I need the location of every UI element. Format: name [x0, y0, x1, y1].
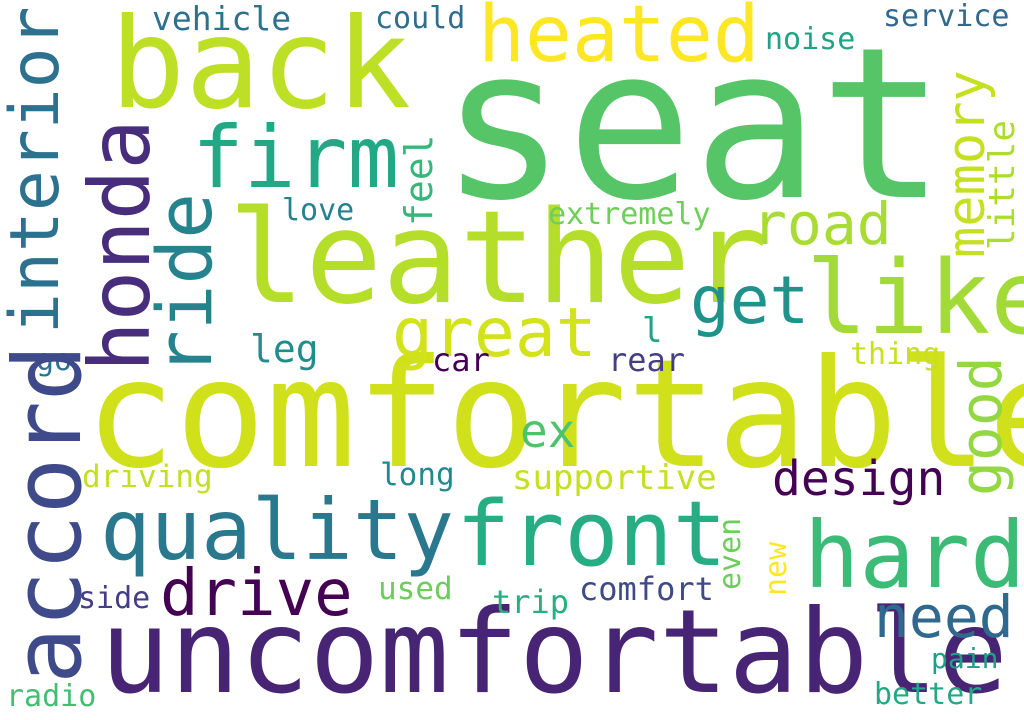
word-car: car	[432, 341, 490, 379]
word-hard: hard	[804, 502, 1024, 609]
word-like: like	[806, 239, 1024, 358]
word-design: design	[772, 451, 946, 507]
word-leg: leg	[250, 327, 319, 371]
word-comfort: comfort	[579, 570, 714, 608]
word-thing: thing	[850, 337, 941, 372]
word-good: good	[947, 356, 1015, 496]
word-accord: accord	[0, 344, 103, 684]
word-noise: noise	[765, 22, 856, 57]
word-need: need	[874, 583, 1014, 651]
word-love: love	[282, 193, 355, 228]
word-supportive: supportive	[512, 458, 717, 498]
word-new: new	[759, 541, 794, 596]
word-used: used	[378, 571, 453, 607]
word-comfortable: comfortable	[85, 328, 1024, 502]
word-pain: pain	[931, 642, 999, 675]
word-get: get	[690, 262, 810, 339]
word-rear: rear	[608, 341, 686, 379]
word-service: service	[883, 0, 1010, 34]
word-seat: seat	[440, 2, 946, 247]
word-great: great	[392, 294, 597, 373]
word-front: front	[456, 482, 727, 587]
word-uncomfortable: uncomfortable	[100, 585, 1008, 720]
word-trip: trip	[492, 583, 570, 621]
word-go: go	[36, 343, 73, 378]
word-side: side	[78, 581, 151, 616]
word-even: even	[713, 517, 748, 590]
word-back: back	[110, 0, 412, 137]
word-quality: quality	[100, 481, 455, 579]
word-leather: leather	[228, 184, 768, 333]
word-ex: ex	[520, 404, 576, 458]
word-driving: driving	[82, 459, 213, 495]
word-better: better	[874, 677, 983, 712]
word-radio: radio	[6, 679, 97, 714]
word-little: little	[982, 119, 1023, 250]
word-l: l	[642, 311, 663, 351]
word-interior: interior	[0, 6, 75, 334]
word-firm: firm	[192, 108, 400, 208]
word-drive: drive	[160, 557, 353, 631]
word-long: long	[380, 457, 455, 493]
word-vehicle: vehicle	[152, 0, 292, 38]
word-road: road	[752, 190, 892, 258]
word-extremely: extremely	[548, 197, 711, 232]
word-ride: ride	[140, 192, 229, 376]
word-could: could	[375, 1, 466, 36]
word-heated: heated	[478, 0, 760, 80]
word-feel: feel	[397, 134, 441, 226]
